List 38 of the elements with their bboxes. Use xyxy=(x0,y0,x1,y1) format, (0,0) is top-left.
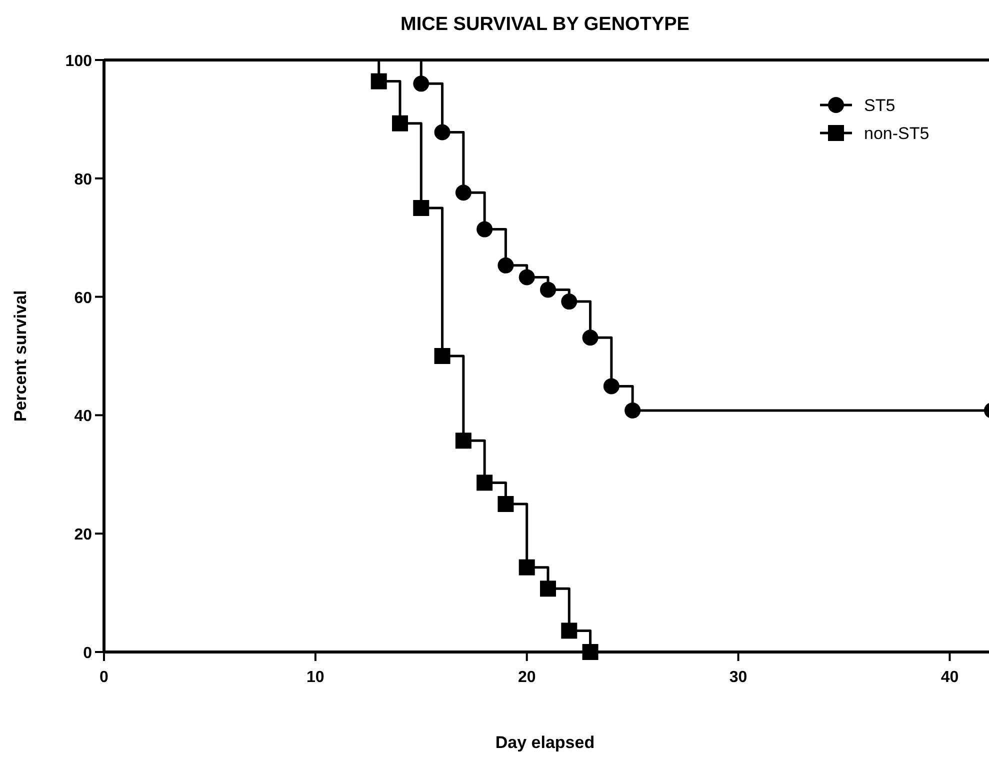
point xyxy=(370,73,387,90)
point xyxy=(498,496,514,512)
y-tick-label: 20 xyxy=(74,526,92,544)
point xyxy=(455,184,472,201)
point xyxy=(561,294,578,310)
point xyxy=(434,124,450,140)
point xyxy=(518,269,535,286)
point xyxy=(476,221,493,238)
point xyxy=(413,200,430,216)
point xyxy=(540,282,556,298)
y-tick-label: 40 xyxy=(74,408,92,426)
point xyxy=(455,432,472,449)
x-axis-title: Day elapsed xyxy=(495,733,595,752)
point xyxy=(540,580,556,597)
x-tick-label: 40 xyxy=(940,669,959,686)
y-tick-label: 100 xyxy=(65,53,92,70)
point xyxy=(624,402,641,418)
point xyxy=(561,622,578,639)
point xyxy=(582,330,598,346)
y-tick-label: 0 xyxy=(83,645,92,662)
x-tick-label: 20 xyxy=(518,669,536,686)
y-axis-title: Percent survival xyxy=(11,290,30,422)
x-tick-label: 0 xyxy=(100,669,109,686)
y-tick-label: 80 xyxy=(74,171,92,188)
x-tick-label: 10 xyxy=(306,669,324,686)
point xyxy=(413,76,430,92)
x-tick-label: 30 xyxy=(729,669,748,686)
point xyxy=(392,115,408,132)
point xyxy=(434,348,450,364)
point xyxy=(498,257,514,274)
y-tick-label: 60 xyxy=(74,290,92,307)
point xyxy=(476,474,493,491)
point xyxy=(518,559,535,576)
chart-title: MICE SURVIVAL BY GENOTYPE xyxy=(400,14,690,35)
point xyxy=(603,378,620,394)
point xyxy=(582,644,598,660)
legend-label: non-ST5 xyxy=(864,124,930,143)
legend-label: ST5 xyxy=(864,96,896,115)
